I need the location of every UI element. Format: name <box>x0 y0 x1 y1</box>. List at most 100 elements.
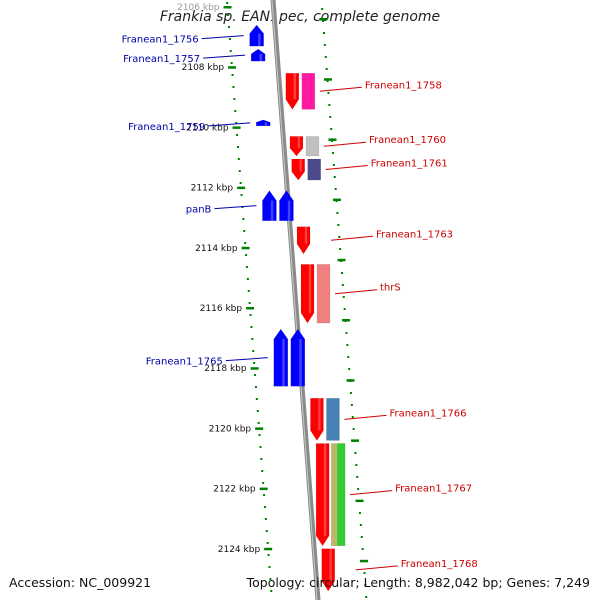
gene-feature-block[interactable] <box>326 398 340 441</box>
ring-dot <box>269 578 272 580</box>
ring-dot <box>251 338 254 340</box>
ring-dot <box>247 290 250 292</box>
gene-feature-block[interactable] <box>301 72 316 110</box>
gene-label-leader <box>203 54 246 59</box>
ring-dot <box>254 386 257 388</box>
tick-mark <box>228 66 237 69</box>
forward-gene-arrow[interactable] <box>291 158 305 181</box>
accession-text: Accession: NC_009921 <box>9 575 152 590</box>
tick-label: 2116 kbp <box>200 304 243 314</box>
ring-dot <box>246 278 249 280</box>
ring-dot <box>329 116 332 118</box>
gene-label-leader <box>344 414 387 420</box>
forward-gene-arrow[interactable] <box>300 264 315 324</box>
gene-feature-block[interactable] <box>316 264 331 324</box>
gene-label-leader <box>323 141 367 147</box>
tick-mark <box>223 6 232 9</box>
ring-dot <box>226 2 229 4</box>
gene-label[interactable]: Franean1_1761 <box>371 159 448 170</box>
ring-dot <box>254 374 257 376</box>
genome-summary-text: Topology: circular; Length: 8,982,042 bp… <box>246 575 590 590</box>
forward-gene-arrow-sheen <box>318 398 321 431</box>
reverse-gene-arrow[interactable] <box>279 190 294 221</box>
gene-label[interactable]: Franean1_1758 <box>365 80 442 91</box>
ring-dot <box>242 218 245 220</box>
forward-gene-arrow[interactable] <box>296 226 311 255</box>
gene-label[interactable]: Franean1_1756 <box>122 35 199 46</box>
reverse-gene-arrow-sheen <box>287 200 291 221</box>
ring-dot <box>350 404 353 406</box>
ring-dot <box>245 266 248 268</box>
reverse-gene-arrow[interactable] <box>273 328 289 387</box>
gene-label-leader <box>350 490 393 496</box>
ring-dot <box>347 356 350 358</box>
gene-label[interactable]: Franean1_1757 <box>123 54 200 65</box>
tick-label: 2118 kbp <box>204 364 247 374</box>
gene-features[interactable] <box>249 24 346 592</box>
ring-dot <box>239 182 242 184</box>
ring-dot <box>268 566 271 568</box>
ring-dot <box>228 38 231 40</box>
ring-dot <box>270 590 273 592</box>
gene-label-leader <box>325 165 368 171</box>
gene-label[interactable]: Franean1_1765 <box>146 357 223 368</box>
ring-dot <box>328 104 331 106</box>
forward-gene-arrow-sheen <box>323 443 327 536</box>
gene-label[interactable]: Franean1_1767 <box>395 484 472 495</box>
gene-feature-block[interactable] <box>331 443 338 546</box>
ring-dot <box>236 146 239 148</box>
tick-mark-right <box>332 198 341 202</box>
reverse-gene-arrow-sheen <box>264 122 268 126</box>
reverse-gene-arrow[interactable] <box>250 48 266 62</box>
ring-dot <box>326 80 329 82</box>
gene-labels: Franean1_1756 Franean1_1757 Franean1_1758 F… <box>122 35 478 571</box>
ring-dot <box>267 554 270 556</box>
tick-mark <box>241 246 250 250</box>
backbone-line <box>270 0 321 600</box>
forward-gene-arrow-sheen <box>329 548 332 581</box>
ring-dot <box>322 20 325 22</box>
gene-label[interactable]: thrS <box>380 283 401 294</box>
reverse-gene-arrow[interactable] <box>255 119 271 127</box>
reverse-gene-arrow[interactable] <box>249 24 264 47</box>
tick-label: 2120 kbp <box>209 424 252 434</box>
gene-label[interactable]: panB <box>186 205 212 216</box>
ring-dot <box>337 224 340 226</box>
ring-dot <box>266 542 269 544</box>
tick-mark-right <box>346 379 355 382</box>
ring-dot <box>341 284 344 286</box>
ring-dot <box>240 194 243 196</box>
tick-mark-right <box>360 559 369 563</box>
gene-label[interactable]: Franean1_1768 <box>401 559 478 570</box>
forward-gene-arrow[interactable] <box>315 443 330 547</box>
gene-label[interactable]: Franean1_1763 <box>376 229 453 240</box>
reverse-gene-arrow[interactable] <box>290 328 306 387</box>
forward-gene-arrow[interactable] <box>310 398 324 441</box>
forward-gene-arrow-sheen <box>293 73 296 100</box>
ring-dot <box>342 296 345 298</box>
reverse-gene-arrow[interactable] <box>262 190 277 221</box>
forward-gene-arrow[interactable] <box>321 548 335 592</box>
ring-dot <box>227 26 230 28</box>
ring-dot <box>336 212 339 214</box>
gene-label[interactable]: Franean1_1759 <box>128 122 205 133</box>
gene-feature-block[interactable] <box>305 136 320 157</box>
tick-mark-right <box>355 499 364 503</box>
ring-dot <box>260 458 263 460</box>
forward-gene-arrow-sheen <box>297 136 301 149</box>
ring-dot <box>253 362 256 364</box>
gene-label-leader <box>225 357 268 362</box>
forward-gene-arrow[interactable] <box>289 136 304 157</box>
ring-dot <box>351 416 354 418</box>
gene-label-leader <box>208 122 251 127</box>
forward-gene-arrow[interactable] <box>285 72 300 110</box>
ring-dot <box>358 512 361 514</box>
gene-label[interactable]: Franean1_1766 <box>389 408 466 419</box>
gene-feature-block[interactable] <box>307 158 321 181</box>
reverse-gene-arrow-sheen <box>270 200 274 221</box>
gene-label[interactable]: Franean1_1760 <box>369 135 446 146</box>
ring-dot <box>359 524 362 526</box>
ring-dot <box>259 446 262 448</box>
ring-dot <box>229 50 232 52</box>
